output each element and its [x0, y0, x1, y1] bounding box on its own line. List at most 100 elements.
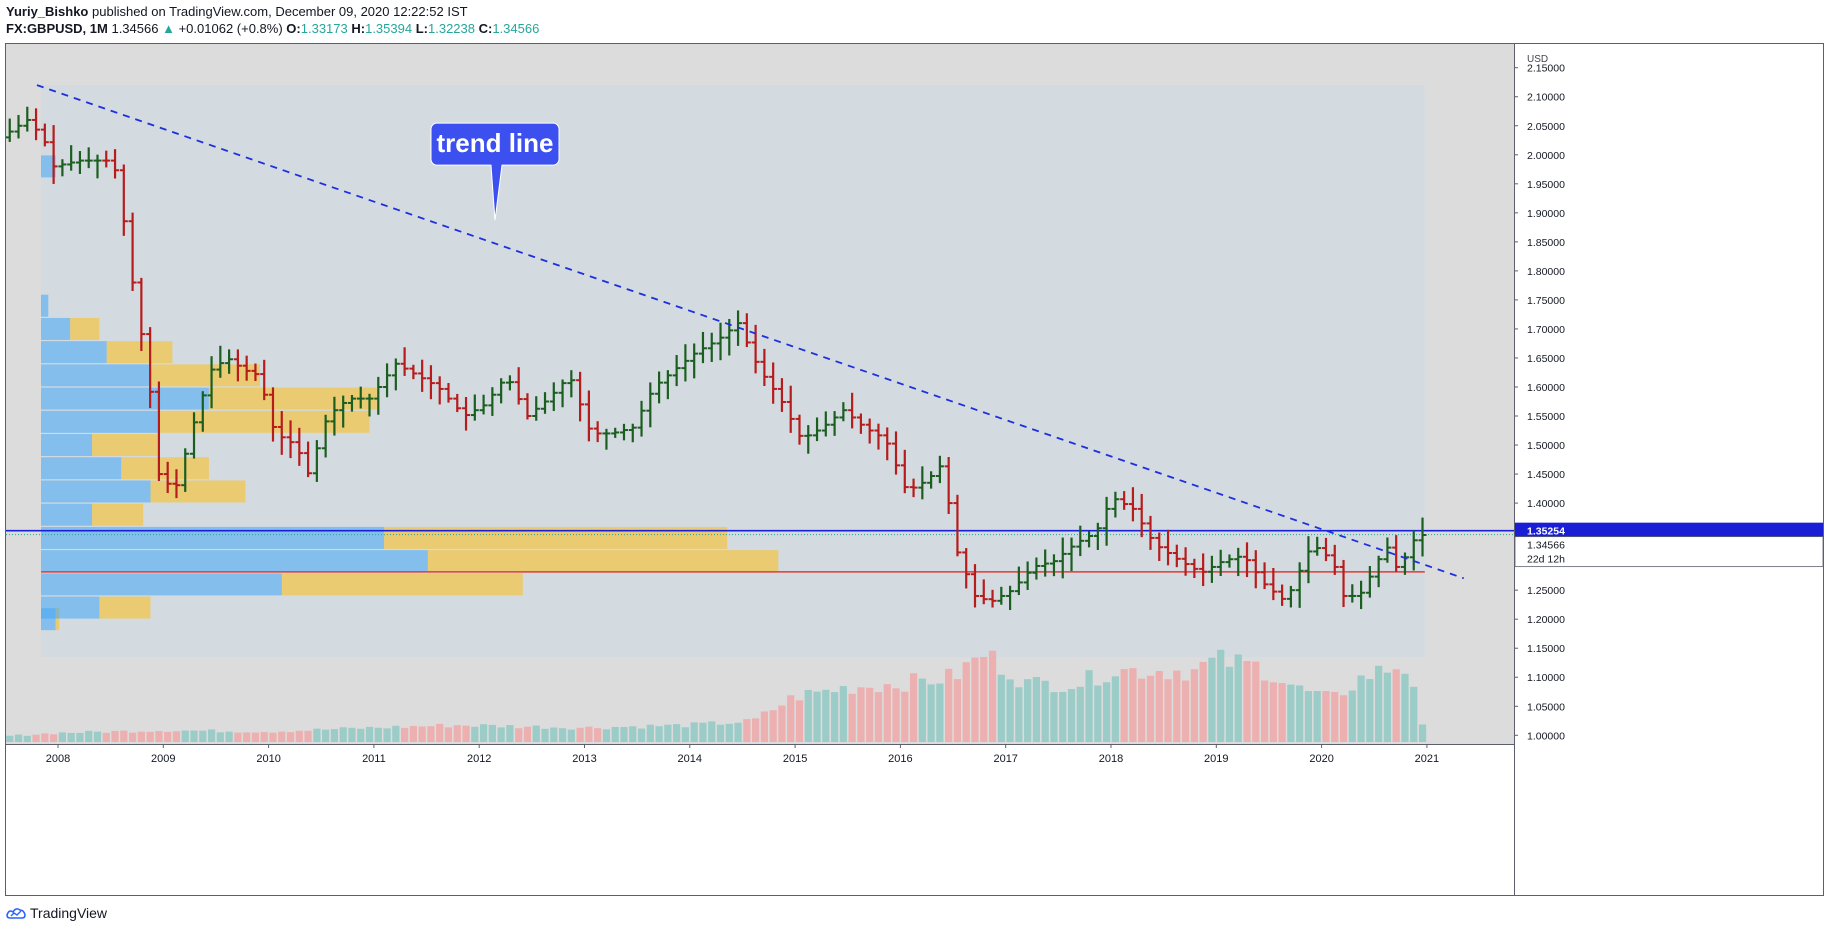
volume-bar — [1155, 671, 1163, 742]
ohlc-bar — [1207, 555, 1216, 583]
y-tick-label: 2.10000 — [1527, 92, 1565, 104]
volume-bar — [541, 728, 549, 742]
volume-bar — [997, 674, 1005, 742]
ohlc-bar — [1225, 554, 1234, 568]
ohlc-bar — [1128, 487, 1137, 522]
volume-profile-yellow-bar — [157, 410, 370, 433]
x-tick-label: 2008 — [46, 753, 70, 765]
ohlc-bar — [260, 359, 269, 401]
volume-bar — [515, 728, 523, 742]
volume-bar — [1076, 686, 1084, 742]
ohlc-bar — [1339, 559, 1348, 608]
ohlc-bar — [137, 277, 146, 352]
volume-bar — [225, 731, 233, 742]
ohlc-bar — [1155, 532, 1164, 561]
ohlc-bar — [1348, 584, 1357, 603]
volume-bar — [427, 726, 435, 742]
author-name[interactable]: Yuriy_Bishko — [6, 4, 89, 19]
ohlc-bar — [927, 471, 936, 489]
y-tick-label: 1.85000 — [1527, 237, 1565, 249]
volume-bar — [357, 728, 365, 742]
volume-bar — [936, 683, 944, 742]
ohlc-bar — [128, 212, 137, 292]
ohlc-bar — [1383, 537, 1392, 563]
chart-frame[interactable]: trend line USD 2.15000 2.10000 2.05000 2.0000… — [5, 43, 1824, 896]
volume-bar — [567, 729, 575, 742]
volume-bar — [830, 692, 839, 742]
volume-profile-yellow-bar — [281, 573, 523, 596]
ohlc-bar — [1164, 529, 1173, 566]
symbol-label[interactable]: FX:GBPUSD, 1M — [6, 21, 108, 36]
volume-bar — [1006, 679, 1014, 742]
ohlc-bar — [514, 367, 523, 405]
ohlc-bar — [268, 387, 277, 442]
ohlc-bar — [146, 327, 155, 409]
volume-bar — [620, 726, 628, 742]
countdown-label: 22d 12h — [1527, 554, 1565, 566]
ohlc-bar — [663, 370, 672, 400]
ohlc-bar — [409, 364, 418, 380]
volume-bar — [313, 728, 321, 742]
volume-bar — [1103, 682, 1111, 742]
ohlc-bar — [576, 371, 585, 422]
volume-bar — [462, 725, 470, 742]
volume-bar — [497, 727, 505, 742]
ohlc-bar — [856, 413, 865, 434]
volume-bar — [655, 726, 663, 742]
y-tick-label: 1.80000 — [1527, 266, 1565, 278]
time-axis-background — [6, 744, 1514, 895]
ohlc-bar — [418, 359, 427, 392]
ohlc-bar — [742, 313, 751, 348]
volume-bar — [1129, 668, 1137, 742]
ohlc-bar — [1049, 554, 1058, 577]
volume-bar — [1348, 690, 1356, 742]
ohlc-bar — [1093, 522, 1102, 550]
ohlc-bar — [1190, 558, 1199, 579]
volume-bar — [629, 726, 637, 742]
volume-bar — [58, 732, 66, 742]
footer-brand[interactable]: TradingView — [6, 905, 107, 921]
ohlc-bar — [909, 478, 918, 498]
x-tick-label: 2010 — [256, 753, 280, 765]
y-tick-label: 2.00000 — [1527, 150, 1565, 162]
ohlc-bar — [233, 349, 242, 382]
ohlc-bar — [935, 455, 944, 484]
volume-bar — [1287, 684, 1295, 742]
volume-bar — [286, 732, 295, 742]
ohlc-bar — [1374, 555, 1383, 588]
tradingview-logo-icon — [6, 908, 26, 919]
ohlc-bar — [1260, 562, 1269, 590]
ohlc-bar — [523, 393, 532, 420]
ohlc-bar — [444, 382, 453, 403]
volume-bar — [1024, 679, 1032, 742]
volume-profile-yellow-bar — [92, 434, 158, 457]
last-price-label: 1.34566 — [1527, 540, 1565, 552]
ohlc-bar — [997, 586, 1006, 605]
ohlc-bar — [584, 390, 593, 442]
volume-bar — [1234, 654, 1242, 742]
volume-bar — [251, 732, 260, 742]
x-tick-label: 2019 — [1204, 753, 1228, 765]
ohlc-bar — [874, 423, 883, 450]
volume-bar — [1225, 666, 1234, 742]
low-label: L: — [415, 21, 428, 36]
ohlc-bar — [426, 365, 435, 400]
ohlc-bar — [93, 154, 102, 179]
volume-bar — [102, 732, 110, 742]
volume-profile-blue-bar — [41, 573, 282, 596]
volume-bar — [1269, 682, 1277, 742]
volume-bar — [901, 691, 909, 742]
ohlc-bar — [207, 356, 216, 409]
volume-profile-yellow-bar — [121, 457, 209, 480]
volume-bar — [839, 686, 847, 742]
volume-bar — [909, 673, 918, 742]
y-tick-label: 1.05000 — [1527, 701, 1565, 713]
ohlc-bar — [453, 393, 462, 413]
ohlc-bar — [1330, 544, 1339, 575]
volume-bar — [295, 730, 303, 742]
ohlc-bar — [760, 348, 769, 386]
ohlc-bar — [821, 411, 830, 437]
ohlc-bar — [383, 363, 392, 398]
ohlc-bar — [1102, 496, 1111, 546]
